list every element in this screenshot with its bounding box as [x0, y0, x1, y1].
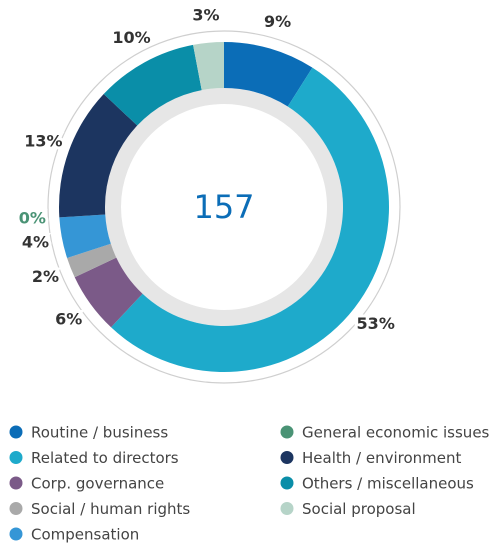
- value-label: 2%: [32, 267, 59, 286]
- segment: [59, 214, 111, 258]
- legend-swatch: [9, 476, 23, 490]
- value-label: 0%: [19, 209, 46, 228]
- segment: [59, 94, 138, 218]
- value-label: 4%: [22, 232, 49, 251]
- legend-label: Corp. governance: [31, 475, 164, 493]
- value-label: 10%: [112, 28, 150, 47]
- inner-ring: [105, 88, 343, 326]
- legend-swatch: [280, 425, 294, 439]
- legend-swatch: [9, 527, 23, 541]
- segment: [193, 42, 224, 91]
- legend-label: Related to directors: [31, 449, 179, 467]
- segment: [74, 257, 143, 328]
- legend-swatch: [9, 425, 23, 439]
- legend-swatch: [280, 502, 294, 515]
- outer-guide: [47, 30, 401, 384]
- legend-swatch: [9, 451, 23, 464]
- value-label: 6%: [55, 309, 82, 328]
- value-label: 9%: [264, 12, 291, 31]
- value-label: 53%: [357, 314, 395, 333]
- legend-swatch: [280, 451, 294, 464]
- legend-label: Others / miscellaneous: [302, 475, 474, 493]
- legend-label: Health / environment: [302, 449, 461, 467]
- legend-label: Social proposal: [302, 500, 416, 518]
- legend-label: Social / human rights: [31, 500, 190, 518]
- legend-label: Compensation: [31, 526, 139, 544]
- segment: [67, 243, 117, 278]
- legend-swatch: [9, 502, 23, 515]
- segment: [111, 67, 390, 373]
- legend-label: General economic issues: [302, 424, 490, 442]
- segment: [224, 42, 313, 107]
- legend-swatch: [280, 476, 294, 490]
- value-label: 13%: [24, 131, 62, 150]
- legend-label: Routine / business: [31, 424, 168, 442]
- total-label: 157: [193, 188, 254, 226]
- value-label: 3%: [192, 5, 219, 24]
- segment: [103, 44, 202, 126]
